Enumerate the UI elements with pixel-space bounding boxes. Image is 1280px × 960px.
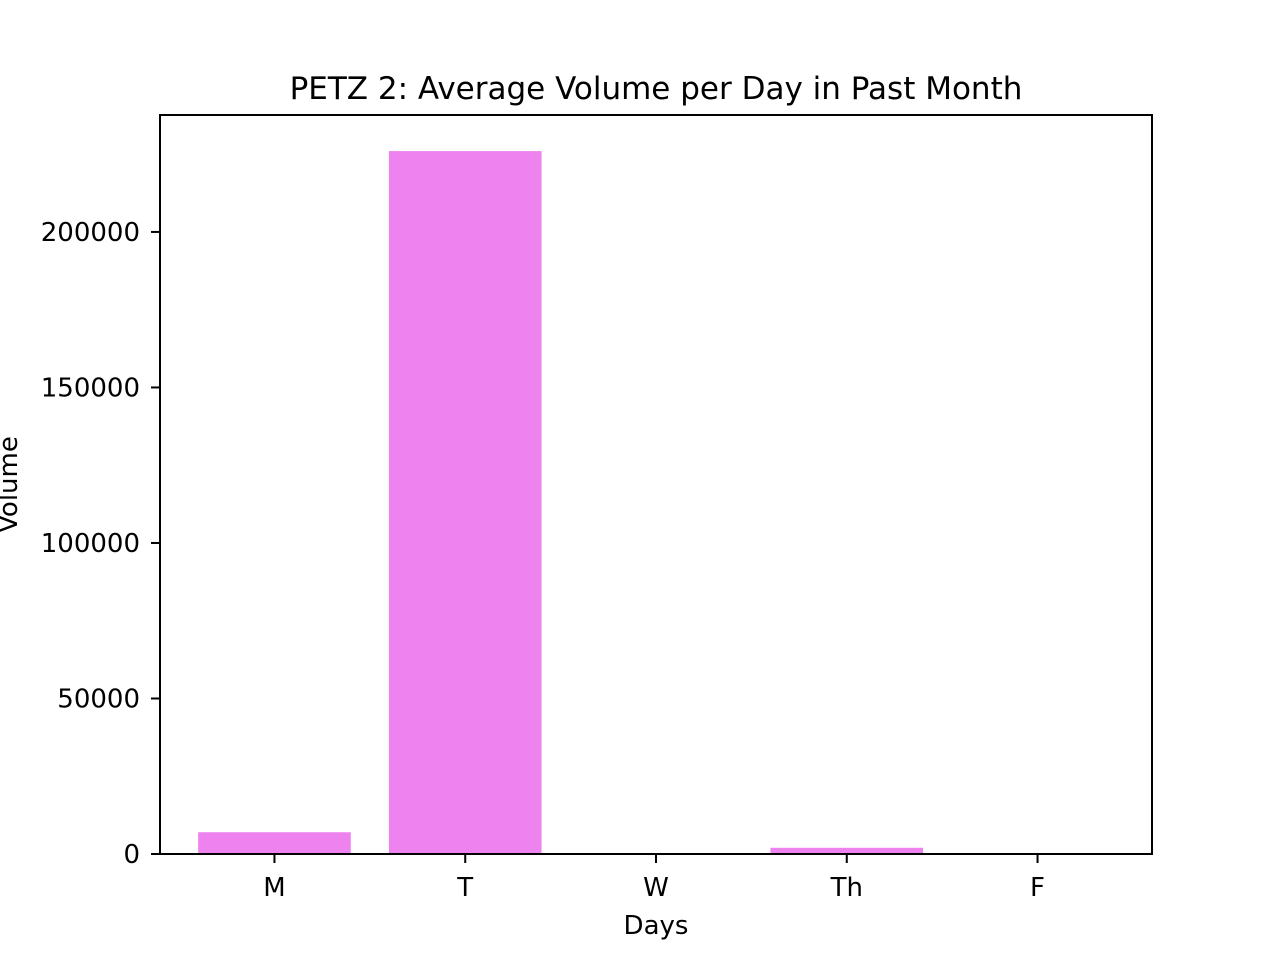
y-tick-label: 150000 bbox=[41, 373, 140, 403]
bar-m bbox=[198, 832, 351, 854]
y-tick-label: 0 bbox=[123, 840, 140, 870]
x-tick-label: Th bbox=[830, 873, 863, 903]
chart-title: PETZ 2: Average Volume per Day in Past M… bbox=[290, 71, 1023, 107]
x-tick-label: F bbox=[1030, 873, 1045, 903]
x-tick-label: T bbox=[456, 873, 473, 903]
x-tick-label: M bbox=[263, 873, 285, 903]
y-tick-label: 50000 bbox=[57, 684, 140, 714]
bar-th bbox=[770, 847, 924, 854]
y-tick-label: 200000 bbox=[41, 218, 140, 248]
x-tick-label: W bbox=[643, 873, 669, 903]
x-axis: M T W Th F bbox=[263, 854, 1045, 903]
y-tick-label: 100000 bbox=[41, 529, 140, 559]
y-axis-label: Volume bbox=[0, 436, 24, 533]
bar-t bbox=[388, 151, 542, 855]
plot-frame bbox=[159, 114, 1153, 855]
y-axis: 0 50000 100000 150000 200000 bbox=[41, 218, 160, 870]
x-axis-label: Days bbox=[624, 911, 689, 941]
bars-group bbox=[198, 151, 1114, 855]
